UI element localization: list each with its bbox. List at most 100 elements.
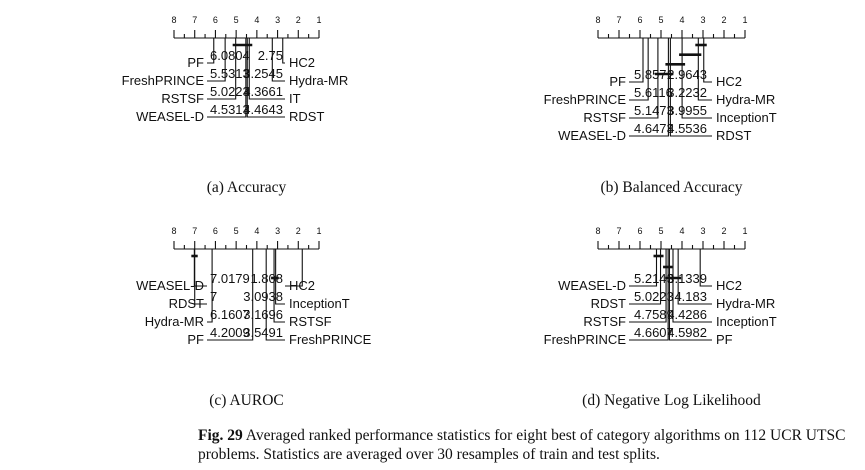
- method-name: HC2: [716, 74, 742, 89]
- method-connector: [629, 38, 659, 119]
- method-name: PF: [187, 332, 204, 347]
- method-connector: [629, 38, 649, 101]
- tick-label: 7: [192, 15, 197, 25]
- tick-label: 5: [234, 226, 239, 236]
- method-rank: 3.9955: [667, 103, 707, 118]
- method-connector: [207, 38, 247, 118]
- method-rank: 4.4286: [667, 307, 707, 322]
- method-connector: [629, 38, 669, 137]
- method-connector: [207, 38, 237, 100]
- method-rank: 4.2009: [210, 325, 250, 340]
- method-name: RSTSF: [289, 314, 332, 329]
- method-connector: [629, 249, 658, 287]
- tick-label: 4: [254, 226, 259, 236]
- method-rank: 7: [210, 289, 217, 304]
- tick-label: 2: [296, 15, 301, 25]
- tick-label: 2: [721, 226, 726, 236]
- method-rank: 4.6473: [634, 121, 674, 136]
- tick-label: 3: [700, 226, 705, 236]
- tick-label: 5: [234, 15, 239, 25]
- method-name: RSTSF: [161, 91, 204, 106]
- cd-panel-a: 8 7 6 5 4 3 2 1 6.0804 PF 5.5313 FreshPRINCE 5.0223 R…: [122, 15, 349, 196]
- method-rank: 4.5313: [210, 102, 250, 117]
- method-name: IT: [289, 91, 301, 106]
- method-rank: 5.8571: [634, 67, 674, 82]
- tick-label: 1: [742, 226, 747, 236]
- method-connector: [207, 38, 215, 64]
- method-connector: [285, 249, 303, 287]
- tick-label: 1: [742, 15, 747, 25]
- panel-caption: (c) AUROC: [209, 392, 283, 409]
- method-rank: 7.0179: [210, 271, 250, 286]
- method-connector: [677, 249, 712, 305]
- panel-caption: (a) Accuracy: [207, 179, 287, 196]
- figure-label: Fig. 29: [198, 427, 243, 444]
- figure-caption-text: Averaged ranked performance statistics f…: [198, 427, 846, 463]
- tick-label: 6: [637, 226, 642, 236]
- method-connector: [207, 38, 226, 82]
- method-rank: 6.1607: [210, 307, 250, 322]
- method-name: RSTSF: [583, 314, 626, 329]
- method-rank: 4.5536: [667, 121, 707, 136]
- method-name: RDST: [591, 296, 626, 311]
- method-connector: [194, 249, 207, 305]
- cd-panel-c: 8 7 6 5 4 3 2 1 7.0179 WEASEL-D 7 RDST 6.1607 Hydra-M…: [136, 226, 372, 409]
- method-rank: 4.3661: [243, 84, 283, 99]
- method-rank: 3.1696: [243, 307, 283, 322]
- tick-label: 8: [171, 15, 176, 25]
- method-rank: 5.2143: [634, 271, 674, 286]
- method-rank: 5.6116: [634, 85, 673, 100]
- method-name: FreshPRINCE: [122, 73, 205, 88]
- cd-panel-d: 8 7 6 5 4 3 2 1 5.2143 WEASEL-D 5.0223 RDST 4.7589 RS…: [544, 226, 777, 409]
- method-name: Hydra-MR: [289, 73, 348, 88]
- method-rank: 5.1473: [634, 103, 674, 118]
- cd-panel-b: 8 7 6 5 4 3 2 1 5.8571 PF 5.6116 FreshPRINCE 5.1473 R…: [544, 15, 777, 196]
- method-connector: [265, 249, 285, 341]
- method-connector: [282, 38, 285, 64]
- method-connector: [629, 38, 644, 83]
- method-name: WEASEL-D: [136, 109, 204, 124]
- method-name: RDST: [716, 128, 751, 143]
- method-connector: [629, 249, 667, 323]
- tick-label: 8: [595, 226, 600, 236]
- method-rank: 4.4643: [243, 102, 283, 117]
- method-rank: 4.183: [674, 289, 707, 304]
- method-rank: 2.75: [258, 48, 283, 63]
- method-rank: 4.7589: [634, 307, 674, 322]
- tick-label: 3: [275, 15, 280, 25]
- tick-label: 3: [700, 15, 705, 25]
- tick-label: 2: [296, 226, 301, 236]
- method-connector: [668, 249, 712, 341]
- method-name: PF: [187, 55, 204, 70]
- method-name: RDST: [169, 296, 204, 311]
- cd-diagram-figure: 8 7 6 5 4 3 2 1 6.0804 PF 5.5313 FreshPRINCE 5.0223 R…: [122, 15, 777, 409]
- method-name: HC2: [716, 278, 742, 293]
- tick-label: 1: [316, 15, 321, 25]
- method-rank: 5.5313: [210, 66, 250, 81]
- tick-label: 6: [213, 226, 218, 236]
- method-connector: [273, 249, 285, 323]
- method-name: PF: [609, 74, 626, 89]
- method-name: FreshPRINCE: [544, 332, 627, 347]
- tick-label: 8: [595, 15, 600, 25]
- tick-label: 5: [658, 15, 663, 25]
- tick-label: 4: [679, 15, 684, 25]
- tick-label: 7: [192, 226, 197, 236]
- method-name: Hydra-MR: [716, 296, 775, 311]
- method-rank: 4.6607: [634, 325, 674, 340]
- method-rank: 5.0223: [210, 84, 250, 99]
- method-name: WEASEL-D: [136, 278, 204, 293]
- tick-label: 6: [213, 15, 218, 25]
- method-connector: [629, 249, 669, 341]
- tick-label: 6: [637, 15, 642, 25]
- method-connector: [271, 38, 285, 82]
- method-name: Hydra-MR: [145, 314, 204, 329]
- method-connector: [699, 249, 712, 287]
- tick-label: 7: [616, 226, 621, 236]
- method-connector: [672, 249, 712, 323]
- method-rank: 5.0223: [634, 289, 674, 304]
- method-name: FreshPRINCE: [544, 92, 627, 107]
- tick-label: 8: [171, 226, 176, 236]
- tick-label: 4: [679, 226, 684, 236]
- method-name: WEASEL-D: [558, 278, 626, 293]
